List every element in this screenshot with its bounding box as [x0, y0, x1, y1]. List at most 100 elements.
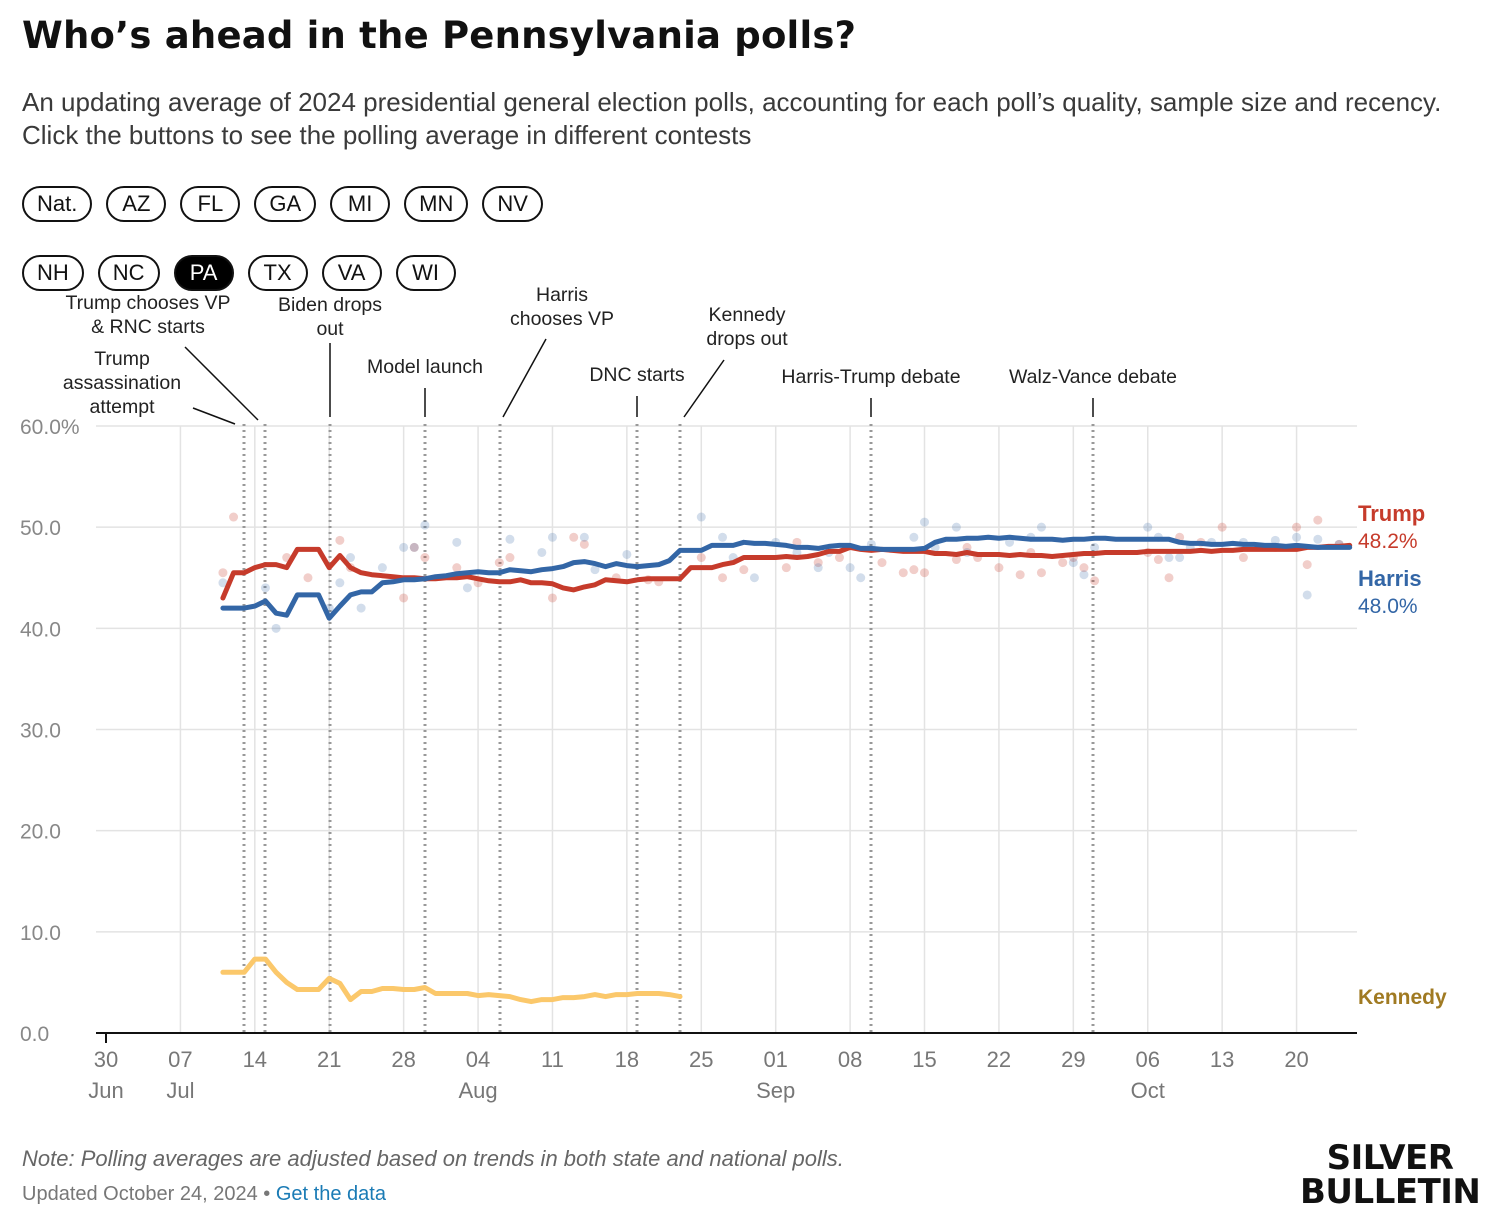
y-tick-label: 30.0	[20, 720, 61, 743]
trump-poll-dot	[696, 553, 706, 563]
poll-dots	[218, 512, 1344, 633]
trump-poll-dot	[1292, 522, 1302, 532]
event-label: Biden drops	[278, 294, 382, 316]
trump-poll-dot	[569, 532, 579, 542]
trump-poll-dot	[1238, 553, 1248, 563]
trump-poll-dot	[579, 539, 589, 549]
contest-button-az[interactable]: AZ	[106, 186, 167, 222]
harris-poll-dot	[1313, 534, 1323, 544]
harris-poll-dot	[1270, 535, 1280, 545]
kennedy-average-line	[220, 956, 683, 1005]
contest-button-wi[interactable]: WI	[395, 255, 456, 291]
event-leader-line	[184, 346, 259, 421]
trump-poll-dot	[218, 568, 228, 578]
x-tick-label: 20	[1284, 1047, 1308, 1072]
harris-poll-dot	[1292, 532, 1302, 542]
trump-poll-dot	[1302, 560, 1312, 570]
harris-poll-dot	[399, 542, 409, 552]
updated-date: Updated October 24, 2024	[22, 1183, 258, 1205]
trump-poll-dot	[1036, 568, 1046, 578]
harris-poll-dot	[920, 517, 930, 527]
harris-poll-dot	[1068, 558, 1078, 568]
x-tick-label: 18	[615, 1047, 639, 1072]
event-label: Kennedy	[709, 304, 786, 326]
contest-button-pa[interactable]: PA	[173, 255, 234, 291]
harris-poll-dot	[845, 563, 855, 573]
harris-poll-dot	[590, 565, 600, 575]
contest-button-nv[interactable]: NV	[482, 186, 543, 222]
x-tick-month-label: Oct	[1131, 1078, 1165, 1103]
trump-poll-dot	[399, 593, 409, 603]
contest-button-mn[interactable]: MN	[404, 186, 469, 222]
trump-poll-dot	[781, 563, 791, 573]
event-label: Harris-Trump debate	[781, 366, 960, 388]
trump-poll-dot	[1058, 558, 1068, 568]
contest-button-nh[interactable]: NH	[22, 255, 84, 291]
trump-poll-dot	[739, 565, 749, 575]
axes: 60.0% 50.0 40.0 30.0 20.0 10.0 0.0 30 Jun 07 Jul 14…	[20, 416, 1357, 1103]
trump-poll-dot	[962, 542, 972, 552]
series-lines	[220, 534, 1353, 1005]
event-label: chooses VP	[510, 308, 614, 330]
page-title: Who’s ahead in the Pennsylvania polls?	[22, 14, 857, 57]
event-leader-line	[502, 338, 547, 418]
trump-poll-dot	[409, 542, 419, 552]
trump-value: 48.2%	[1358, 530, 1418, 553]
harris-label: Harris	[1358, 566, 1422, 591]
harris-poll-dot	[420, 520, 430, 530]
harris-poll-dot	[909, 532, 919, 542]
x-tick-label: 22	[987, 1047, 1011, 1072]
trump-poll-dot	[898, 568, 908, 578]
x-tick-label: 14	[243, 1047, 267, 1072]
contest-button-va[interactable]: VA	[321, 255, 382, 291]
harris-poll-dot	[792, 547, 802, 557]
contest-buttons-row-1: Nat. AZ FL GA MI MN NV	[22, 186, 543, 222]
y-tick-label: 60.0%	[20, 416, 80, 439]
event-label: Walz-Vance debate	[1009, 366, 1177, 388]
harris-poll-dot	[452, 537, 462, 547]
harris-poll-dot	[547, 532, 557, 542]
event-label: Harris	[536, 284, 588, 306]
contest-button-ga[interactable]: GA	[254, 186, 317, 222]
x-tick-label: 30	[94, 1047, 118, 1072]
harris-poll-dot	[356, 603, 366, 613]
x-tick-label: 11	[541, 1047, 564, 1072]
contest-button-mi[interactable]: MI	[330, 186, 391, 222]
harris-poll-dot	[1175, 553, 1185, 563]
harris-poll-dot	[813, 563, 823, 573]
trump-poll-dot	[1015, 570, 1025, 580]
trump-poll-dot	[1079, 563, 1089, 573]
x-tick-label: 15	[912, 1047, 936, 1072]
logo-line-2: BULLETIN	[1300, 1172, 1481, 1212]
event-leader-line	[192, 407, 236, 425]
x-tick-label: 29	[1061, 1047, 1085, 1072]
harris-poll-dot	[271, 623, 281, 633]
trump-poll-dot	[909, 565, 919, 575]
harris-poll-dot	[462, 583, 472, 593]
trump-poll-dot	[1153, 555, 1163, 565]
harris-poll-dot	[537, 547, 547, 557]
contest-button-nat[interactable]: Nat.	[22, 186, 93, 222]
contest-buttons-row-2: NH NC PA TX VA WI	[22, 255, 456, 291]
harris-poll-dot	[1164, 553, 1174, 563]
kennedy-label: Kennedy	[1358, 986, 1447, 1009]
harris-poll-dot	[260, 583, 270, 593]
trump-poll-dot	[335, 535, 345, 545]
trump-poll-dot	[494, 558, 504, 568]
trump-poll-dot	[452, 563, 462, 573]
trump-label: Trump	[1358, 501, 1425, 526]
get-the-data-link[interactable]: Get the data	[275, 1183, 386, 1205]
harris-poll-dot	[335, 578, 345, 588]
trump-poll-dot	[1164, 573, 1174, 583]
x-tick-label: 07	[168, 1047, 192, 1072]
x-tick-month-label: Jul	[166, 1078, 194, 1103]
trump-poll-dot	[505, 553, 515, 563]
trump-poll-dot	[1090, 576, 1100, 586]
contest-button-nc[interactable]: NC	[97, 255, 160, 291]
trump-poll-dot	[834, 553, 844, 563]
contest-button-tx[interactable]: TX	[247, 255, 308, 291]
harris-poll-dot	[1079, 570, 1089, 580]
contest-button-fl[interactable]: FL	[180, 186, 241, 222]
trump-poll-dot	[1217, 522, 1227, 532]
